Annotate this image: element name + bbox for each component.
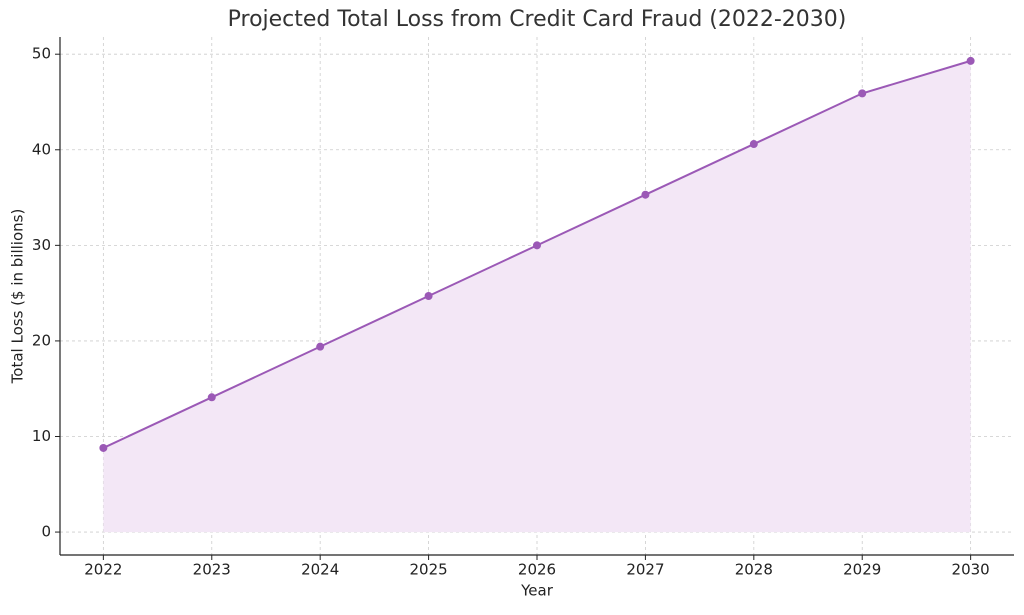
point — [966, 56, 975, 65]
x-axis-label: Year — [520, 582, 554, 600]
y-tick-label: 0 — [41, 523, 51, 541]
y-axis-label: Total Loss ($ in billions) — [9, 209, 27, 385]
point — [641, 190, 650, 199]
point — [749, 140, 758, 149]
x-tick-label: 2027 — [626, 561, 664, 579]
point — [316, 342, 325, 351]
x-tick-label: 2026 — [518, 561, 556, 579]
x-tick-label: 2030 — [952, 561, 990, 579]
point — [858, 89, 867, 98]
chart-title: Projected Total Loss from Credit Card Fr… — [228, 7, 847, 32]
y-tick-label: 20 — [32, 331, 51, 349]
y-tick-label: 10 — [32, 427, 51, 445]
point — [99, 443, 108, 452]
x-tick-label: 2023 — [193, 561, 231, 579]
y-tick-label: 30 — [32, 236, 51, 254]
x-tick-label: 2028 — [735, 561, 773, 579]
y-tick-label: 40 — [32, 140, 51, 158]
area — [103, 60, 971, 533]
point — [533, 241, 541, 250]
point — [207, 393, 216, 402]
x-tick-label: 2025 — [409, 561, 447, 579]
x-tick-label: 2024 — [301, 561, 339, 579]
x-tick-label: 2029 — [843, 561, 881, 579]
y-tick-label: 50 — [32, 45, 51, 63]
x-tick-label: 2022 — [84, 561, 122, 579]
point — [424, 292, 433, 300]
